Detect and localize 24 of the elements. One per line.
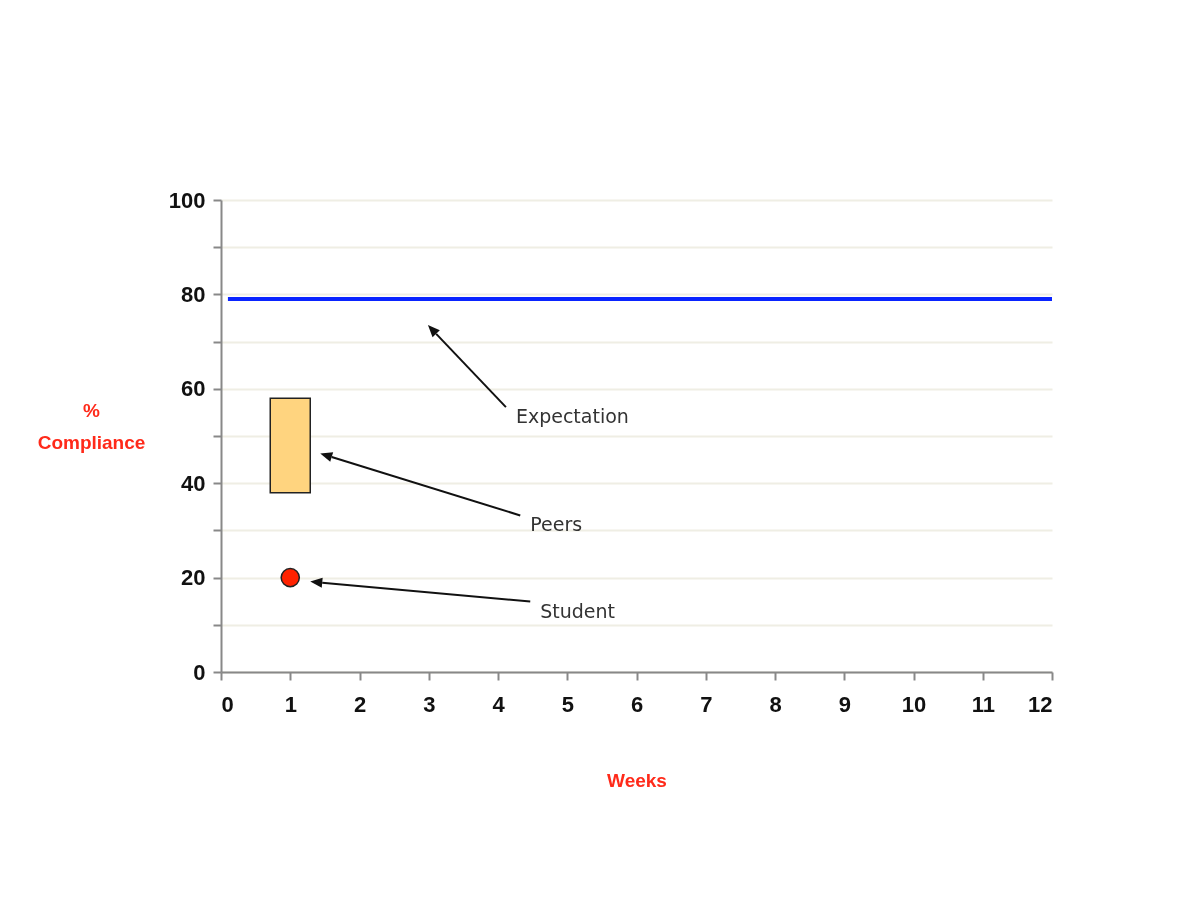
x-tick-label: 4 bbox=[492, 691, 506, 717]
y-tick-label: 20 bbox=[181, 565, 206, 591]
x-tick-label: 7 bbox=[700, 691, 713, 717]
y-tick-label: 80 bbox=[181, 281, 206, 307]
x-tick-label: 9 bbox=[838, 691, 851, 717]
annotation: Expectation bbox=[515, 405, 629, 428]
x-tick-label: 12 bbox=[1028, 691, 1053, 717]
x-tick-label: 6 bbox=[630, 691, 644, 717]
annotation: Peers bbox=[530, 513, 583, 536]
x-tick-label: 0 bbox=[221, 691, 234, 717]
x-tick-label: 5 bbox=[561, 691, 574, 717]
x-tick-label: 1 bbox=[284, 691, 297, 717]
x-axis-title: Weeks bbox=[607, 769, 667, 791]
annotation: Student bbox=[540, 599, 616, 622]
x-tick-label: 10 bbox=[901, 691, 927, 717]
y-tick-label: 60 bbox=[181, 376, 206, 402]
x-tick-label: 2 bbox=[353, 691, 367, 717]
x-tick-label: 3 bbox=[423, 691, 436, 717]
x-tick-label: 11 bbox=[971, 691, 995, 717]
x-tick-label: 8 bbox=[769, 691, 782, 717]
y-axis-title: % Compliance bbox=[37, 399, 146, 453]
y-tick-label: 0 bbox=[193, 659, 206, 685]
y-tick-label: 40 bbox=[181, 470, 206, 496]
y-tick-label: 100 bbox=[168, 187, 206, 213]
